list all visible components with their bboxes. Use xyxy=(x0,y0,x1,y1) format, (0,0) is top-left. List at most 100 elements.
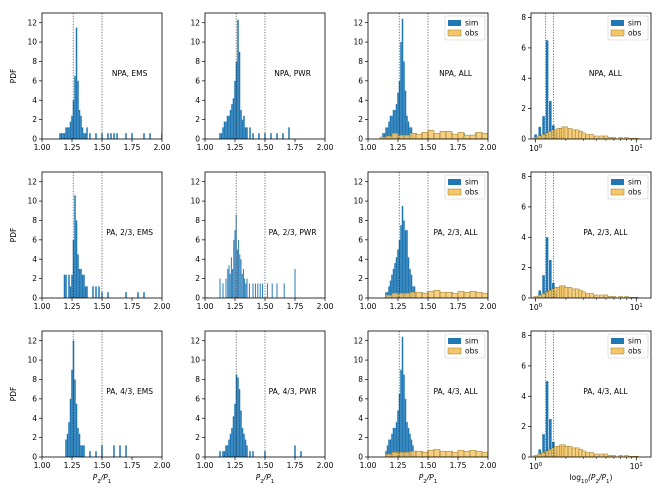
legend-swatch-obs xyxy=(610,29,625,37)
sim-bar xyxy=(270,133,272,139)
obs-bar xyxy=(537,135,542,139)
obs-bar xyxy=(589,293,594,298)
sim-bar xyxy=(80,115,82,139)
sim-bar xyxy=(549,260,552,298)
x-tick-label: 1.50 xyxy=(257,302,274,311)
obs-bar xyxy=(427,290,435,298)
sim-bar xyxy=(125,445,127,457)
y-tick-label: 12 xyxy=(190,18,200,27)
sim-bar xyxy=(391,433,393,457)
obs-bar xyxy=(533,296,538,298)
plot-area xyxy=(533,331,639,457)
y-tick-label: 6 xyxy=(521,44,526,53)
sim-bar xyxy=(80,268,82,298)
x-tick-label: 1.25 xyxy=(64,302,81,311)
sim-bar xyxy=(69,398,72,457)
obs-bar xyxy=(421,292,429,298)
sim-bar xyxy=(236,249,238,298)
sim-bar xyxy=(71,115,73,139)
panel-label: NPA, PWR xyxy=(274,69,311,78)
x-tick-label: 1.00 xyxy=(34,143,51,152)
sim-bar xyxy=(241,273,243,298)
sim-bar xyxy=(80,445,82,457)
x-axis-label: log10(P2/P1) xyxy=(570,473,613,485)
y-tick-label: 12 xyxy=(27,18,37,27)
y-tick-label: 8 xyxy=(195,57,200,66)
x-tick-label: 100 xyxy=(529,462,543,471)
sim-bar xyxy=(246,127,248,139)
legend-label-obs: obs xyxy=(465,188,478,197)
sim-bar xyxy=(71,274,73,298)
obs-bar xyxy=(451,292,459,298)
sim-bar xyxy=(401,336,404,457)
sim-bar xyxy=(65,439,67,457)
x-tick-label: 1.50 xyxy=(420,302,437,311)
panel-r0c1: 0 2 4 6 8 10 12 1.00 1.25 1.50 1.75 2.00 NPA, PWR xyxy=(190,12,334,152)
obs-bar xyxy=(427,130,435,139)
plot-area xyxy=(533,172,639,298)
obs-bar xyxy=(594,294,599,298)
y-tick-label: 8 xyxy=(195,375,200,384)
sim-bar xyxy=(233,239,235,298)
sim-bar xyxy=(74,76,76,139)
x-tick-label: 2.00 xyxy=(154,302,171,311)
obs-bar xyxy=(421,131,429,139)
obs-bar xyxy=(433,132,441,139)
panel-label: PA, 4/3, ALL xyxy=(433,387,478,396)
sim-bar xyxy=(230,257,232,298)
obs-bar xyxy=(415,291,423,298)
y-tick-label: 2 xyxy=(32,433,37,442)
y-tick-label: 10 xyxy=(353,38,363,47)
sim-bar xyxy=(234,230,236,298)
sim-bar xyxy=(406,422,408,457)
sim-bar xyxy=(392,268,395,298)
panel-label: PA, 4/3, PWR xyxy=(269,387,317,396)
obs-bar xyxy=(445,131,453,139)
obs-bar xyxy=(439,131,447,139)
y-tick-label: 0 xyxy=(32,294,37,303)
y-tick-label: 6 xyxy=(358,235,363,244)
sim-bar xyxy=(232,416,235,457)
obs-bar xyxy=(599,453,604,457)
sim-bar xyxy=(78,268,81,298)
obs-bar xyxy=(624,455,629,457)
legend-swatch-sim xyxy=(611,338,624,344)
sim-bar xyxy=(266,283,268,298)
sim-bar xyxy=(249,451,251,457)
x-tick-label: 1.75 xyxy=(287,461,304,470)
obs-bar xyxy=(385,453,393,457)
panel-r1c2: 0 2 4 6 8 10 12 1.00 1.25 1.50 1.75 2.00 PA, 2/3, AL… xyxy=(353,171,497,311)
sim-bar xyxy=(549,101,552,139)
y-tick-label: 0 xyxy=(358,294,363,303)
obs-bar xyxy=(409,132,417,139)
obs-bar xyxy=(581,132,586,139)
sim-bar xyxy=(65,127,67,139)
sim-bar xyxy=(400,225,402,298)
sim-bar xyxy=(101,292,103,298)
x-tick-label: 1.25 xyxy=(390,143,407,152)
x-tick-label: 101 xyxy=(630,462,643,471)
sim-bar xyxy=(395,422,398,457)
sim-bar xyxy=(81,445,84,457)
sim-bar xyxy=(397,92,399,139)
x-tick-label: 100 xyxy=(529,303,543,312)
y-tick-label: 12 xyxy=(27,177,37,186)
obs-bar xyxy=(618,455,623,457)
obs-bar xyxy=(537,294,542,298)
legend-label-sim: sim xyxy=(628,337,641,346)
sim-bar xyxy=(406,230,408,298)
x-tick-label: 1.00 xyxy=(34,302,51,311)
sim-bar xyxy=(257,283,259,298)
sim-bar xyxy=(229,273,231,298)
sim-bar xyxy=(244,278,246,298)
obs-bar xyxy=(445,450,453,457)
obs-bar xyxy=(463,450,471,457)
obs-bar xyxy=(611,296,617,298)
x-tick-label: 1.00 xyxy=(360,143,377,152)
sim-bar xyxy=(383,133,386,139)
panel-label: NPA, ALL xyxy=(439,69,473,78)
sim-bar xyxy=(68,422,70,457)
obs-bar xyxy=(469,290,477,298)
